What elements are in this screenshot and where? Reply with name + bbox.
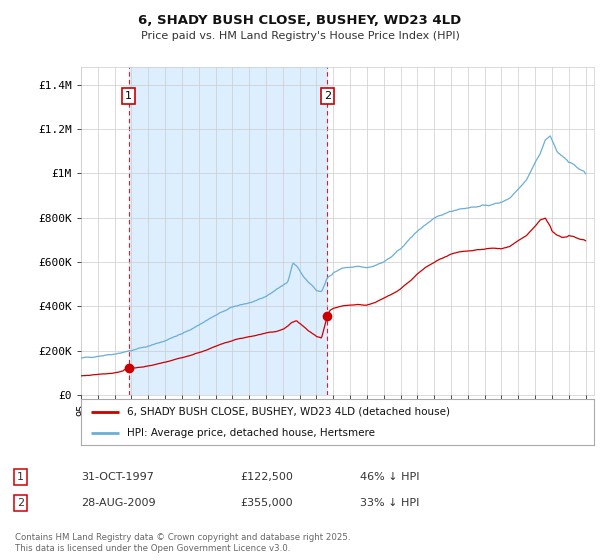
Text: 2: 2: [17, 498, 24, 508]
Text: 1: 1: [17, 472, 24, 482]
Text: 46% ↓ HPI: 46% ↓ HPI: [360, 472, 419, 482]
Text: 6, SHADY BUSH CLOSE, BUSHEY, WD23 4LD (detached house): 6, SHADY BUSH CLOSE, BUSHEY, WD23 4LD (d…: [127, 407, 450, 417]
Text: 6, SHADY BUSH CLOSE, BUSHEY, WD23 4LD: 6, SHADY BUSH CLOSE, BUSHEY, WD23 4LD: [139, 14, 461, 27]
Text: 33% ↓ HPI: 33% ↓ HPI: [360, 498, 419, 508]
Bar: [128, 67, 328, 395]
Text: 31-OCT-1997: 31-OCT-1997: [81, 472, 154, 482]
Text: Contains HM Land Registry data © Crown copyright and database right 2025.
This d: Contains HM Land Registry data © Crown c…: [15, 533, 350, 553]
Text: £122,500: £122,500: [240, 472, 293, 482]
Text: HPI: Average price, detached house, Hertsmere: HPI: Average price, detached house, Hert…: [127, 428, 375, 438]
Text: Price paid vs. HM Land Registry's House Price Index (HPI): Price paid vs. HM Land Registry's House …: [140, 31, 460, 41]
Text: £355,000: £355,000: [240, 498, 293, 508]
Text: 28-AUG-2009: 28-AUG-2009: [81, 498, 155, 508]
Text: 1: 1: [125, 91, 132, 101]
Text: 2: 2: [324, 91, 331, 101]
